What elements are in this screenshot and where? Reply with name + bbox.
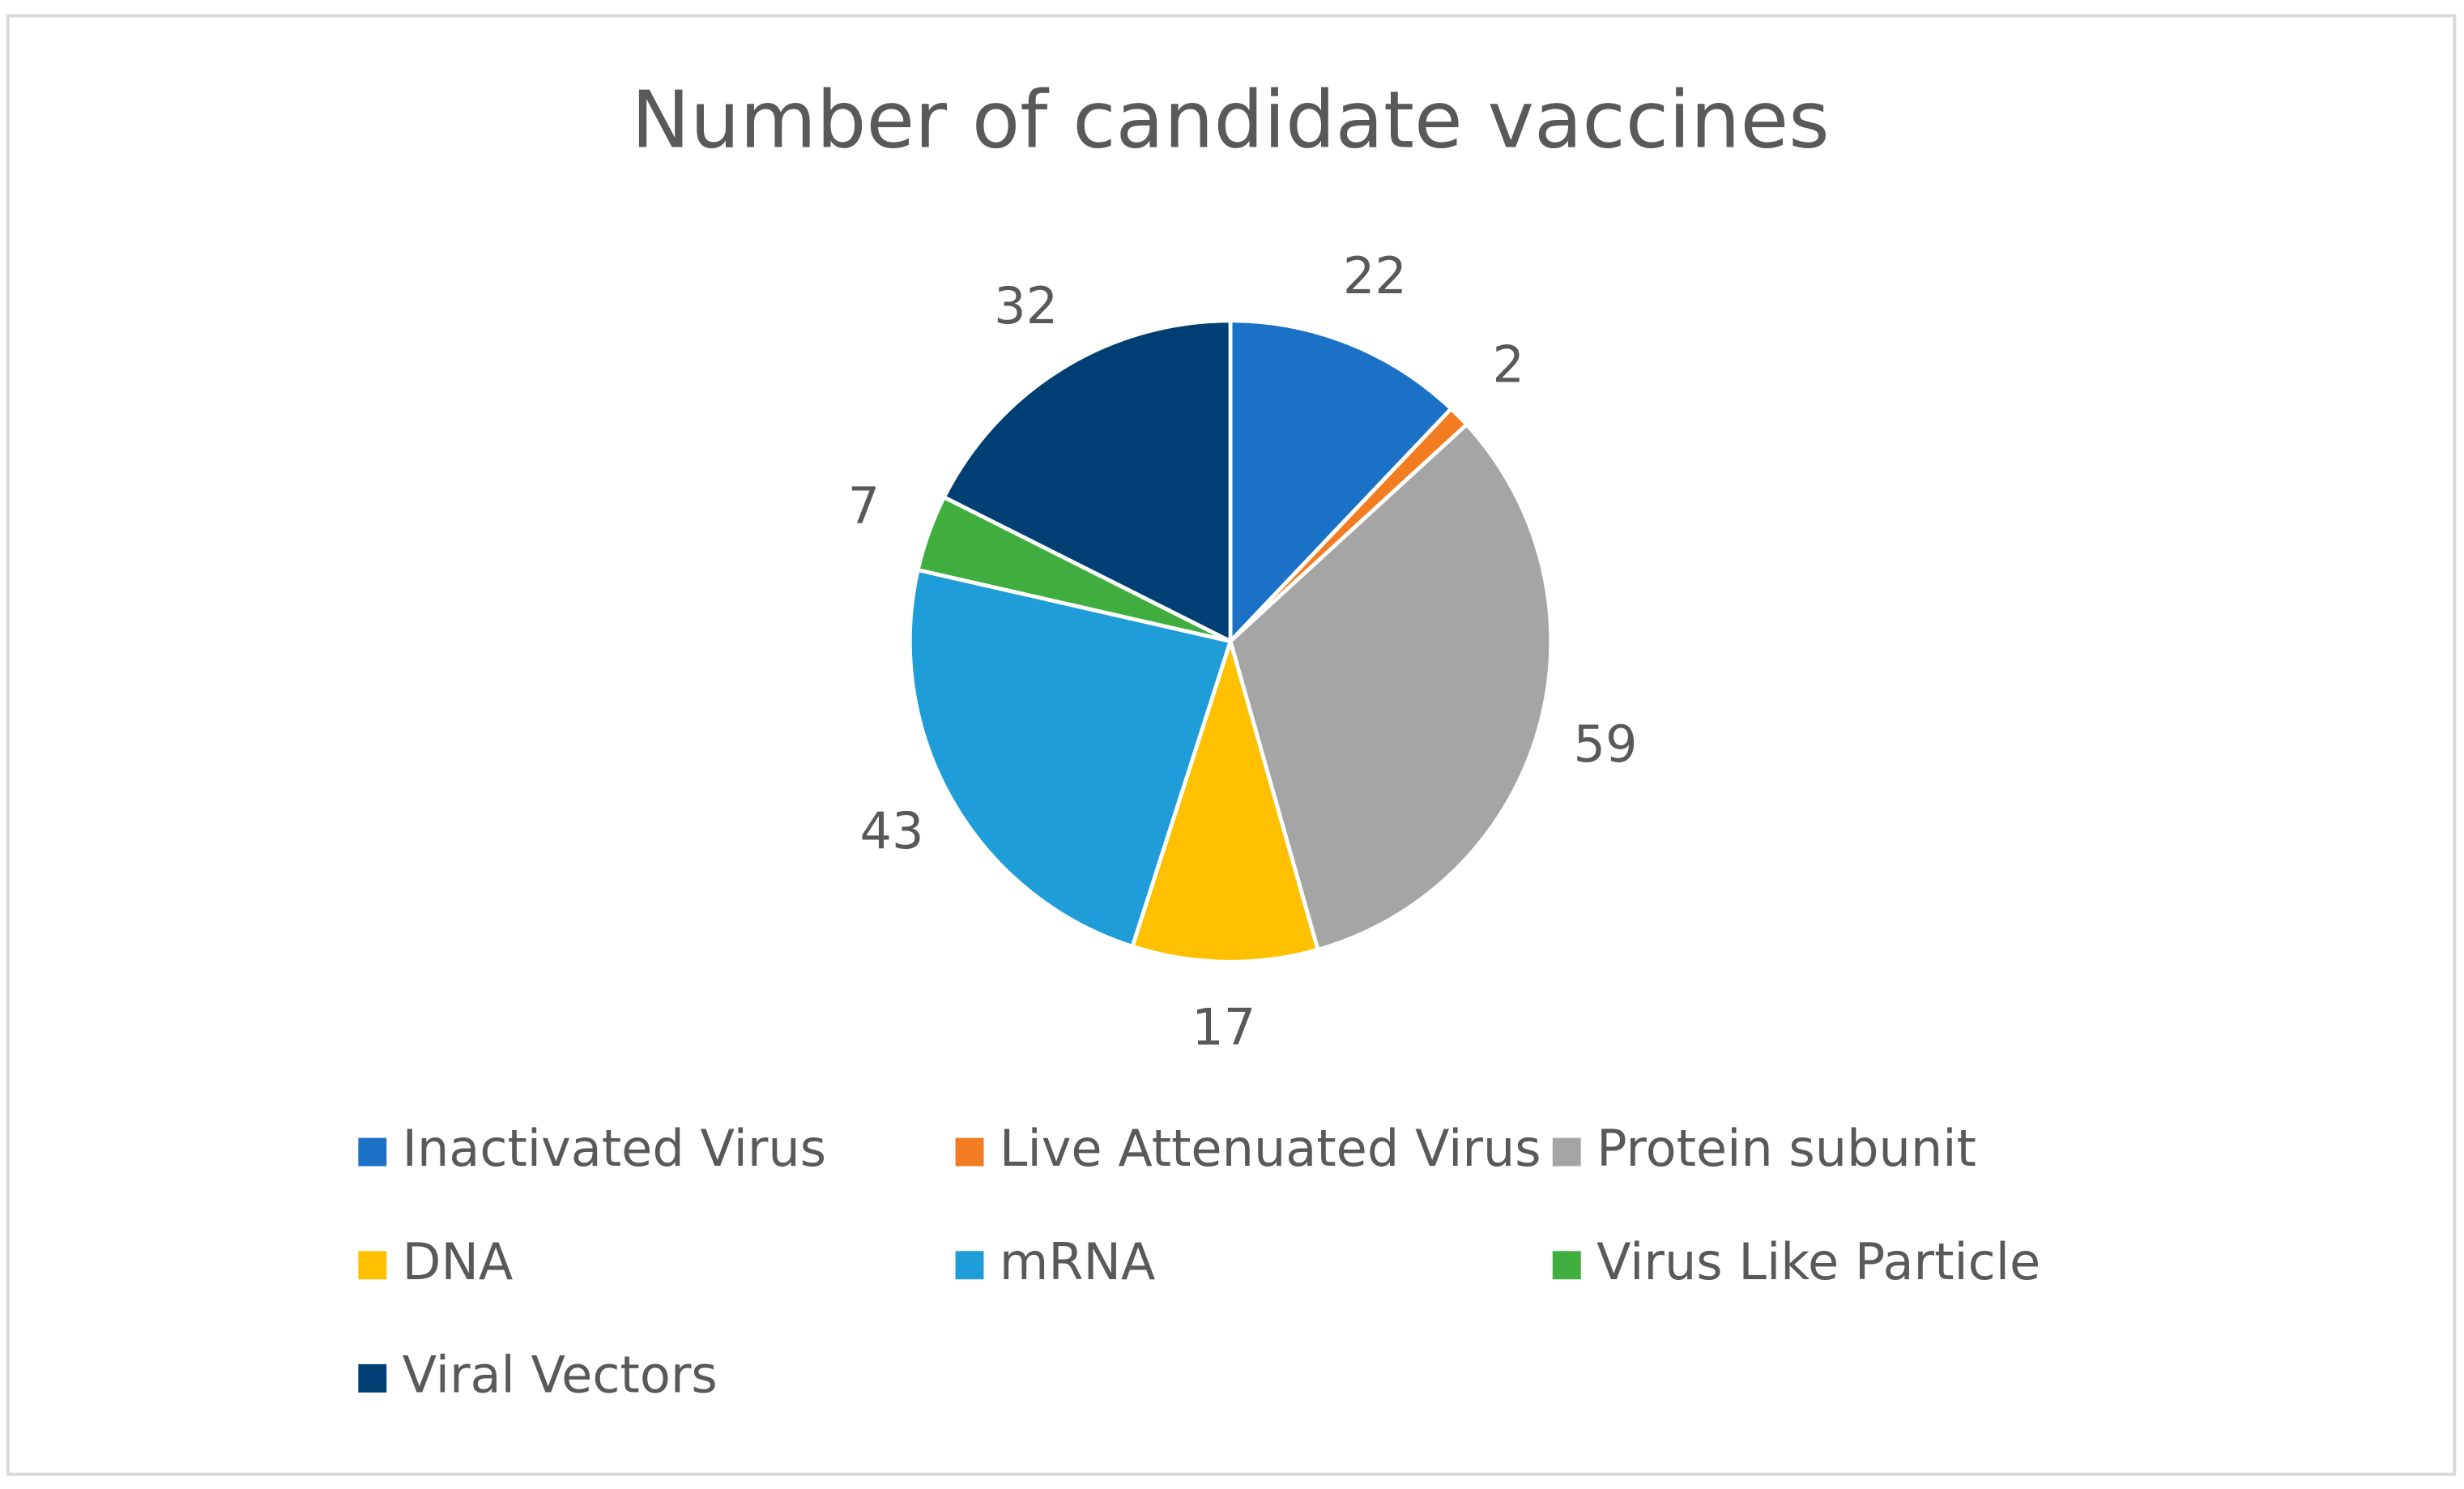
legend-swatch bbox=[358, 1137, 387, 1167]
data-label: 2 bbox=[1492, 335, 1524, 394]
data-label: 59 bbox=[1573, 715, 1637, 774]
data-label: 17 bbox=[1192, 998, 1255, 1057]
legend-label: Viral Vectors bbox=[403, 1345, 718, 1404]
data-label: 7 bbox=[848, 476, 880, 535]
chart-title: Number of candidate vaccines bbox=[631, 75, 1829, 166]
pie-slice bbox=[907, 567, 1234, 949]
data-label: 43 bbox=[860, 801, 924, 860]
legend-label: Protein subunit bbox=[1596, 1119, 1976, 1178]
legend-label: Live Attenuated Virus bbox=[1000, 1119, 1541, 1178]
pie-slice bbox=[941, 318, 1233, 645]
legend-swatch bbox=[358, 1363, 387, 1393]
legend-swatch bbox=[1552, 1251, 1581, 1280]
legend-label: Inactivated Virus bbox=[403, 1119, 826, 1178]
legend-label: DNA bbox=[403, 1232, 514, 1291]
legend-swatch bbox=[955, 1137, 984, 1167]
data-label: 32 bbox=[994, 276, 1058, 335]
legend-label: Virus Like Particle bbox=[1596, 1232, 2040, 1291]
legend-swatch bbox=[1552, 1137, 1581, 1167]
legend-label: mRNA bbox=[1000, 1232, 1156, 1291]
legend-swatch bbox=[358, 1251, 387, 1280]
data-label: 22 bbox=[1343, 246, 1407, 305]
pie-slice bbox=[1228, 318, 1455, 646]
pie-slice bbox=[1130, 634, 1320, 964]
legend-swatch bbox=[955, 1251, 984, 1280]
pie-slice bbox=[1228, 421, 1554, 953]
